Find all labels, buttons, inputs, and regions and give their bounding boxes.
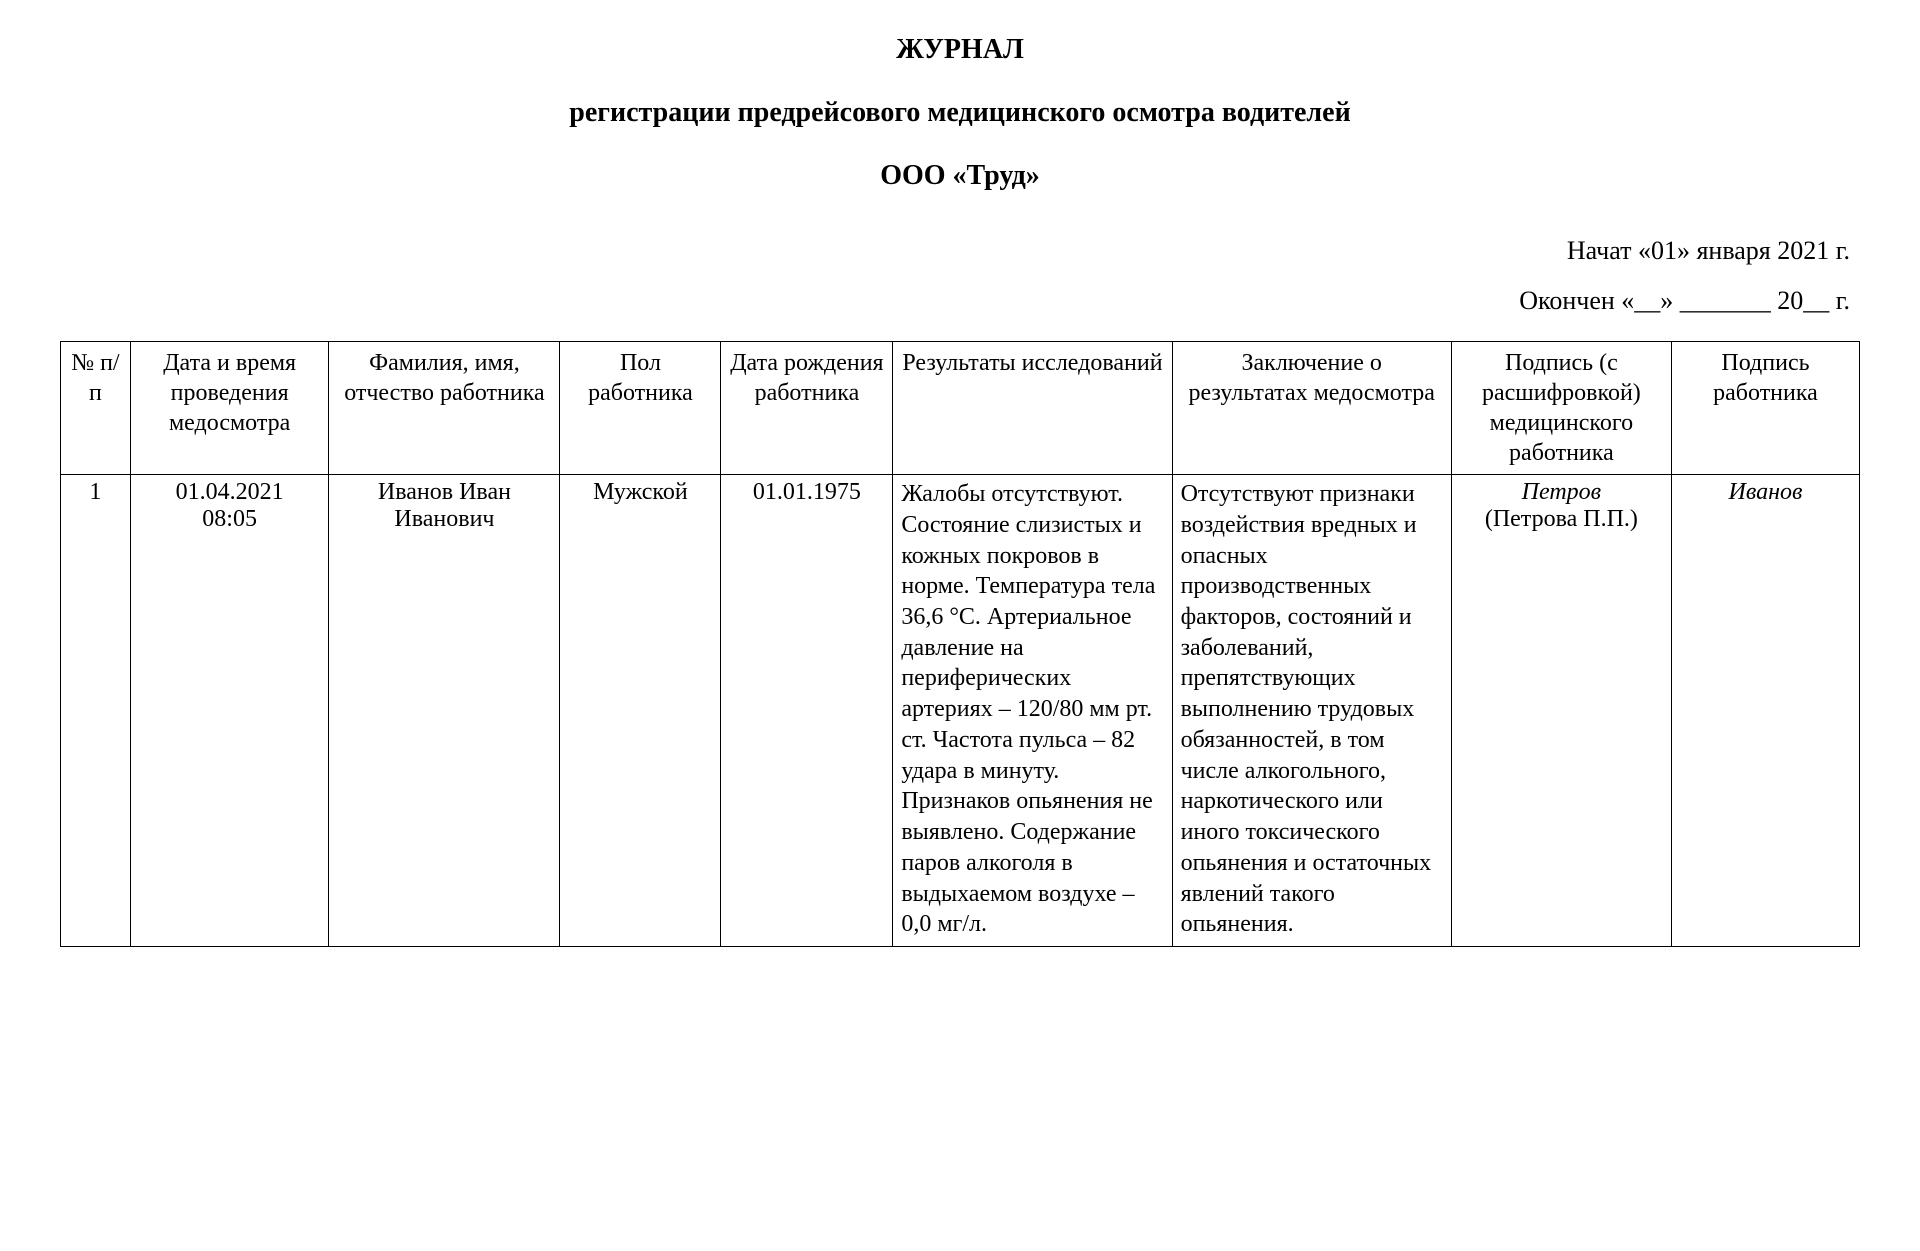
date-block: Начат «01» января 2021 г. Окончен «__» _… <box>60 226 1860 325</box>
col-header-num: № п/п <box>61 342 131 475</box>
table-body: 1 01.04.2021 08:05 Иванов Иван Иванович … <box>61 475 1860 947</box>
cell-sig-med: Петров (Петрова П.П.) <box>1451 475 1671 947</box>
cell-num: 1 <box>61 475 131 947</box>
col-header-datetime: Дата и время проведения медосмотра <box>130 342 329 475</box>
col-header-conclusion: Заключение о результатах медосмотра <box>1172 342 1451 475</box>
journal-table: № п/п Дата и время проведения медосмотра… <box>60 341 1860 947</box>
col-header-results: Результаты исследований <box>893 342 1172 475</box>
document-page: ЖУРНАЛ регистрации предрейсового медицин… <box>0 0 1920 987</box>
cell-conclusion: Отсутствуют признаки воздействия вредных… <box>1172 475 1451 947</box>
title-line-1: ЖУРНАЛ <box>60 28 1860 73</box>
col-header-fio: Фамилия, имя, отчество работника <box>329 342 560 475</box>
col-header-sig-emp: Подпись работника <box>1671 342 1859 475</box>
cell-time: 08:05 <box>202 506 257 532</box>
cell-dob: 01.01.1975 <box>721 475 893 947</box>
sig-med-name: Петров <box>1460 479 1663 506</box>
cell-sex: Мужской <box>560 475 721 947</box>
cell-datetime: 01.04.2021 08:05 <box>130 475 329 947</box>
cell-results: Жалобы отсутствуют. Состояние слизистых … <box>893 475 1172 947</box>
cell-fio: Иванов Иван Иванович <box>329 475 560 947</box>
col-header-sig-med: Подпись (с расшифровкой) медицинского ра… <box>1451 342 1671 475</box>
started-date: Начат «01» января 2021 г. <box>60 226 1850 275</box>
table-head: № п/п Дата и время проведения медосмотра… <box>61 342 1860 475</box>
col-header-dob: Дата рождения работника <box>721 342 893 475</box>
title-line-2: регистрации предрейсового медицинского о… <box>60 91 1860 136</box>
table-header-row: № п/п Дата и время проведения медосмотра… <box>61 342 1860 475</box>
col-header-sex: Пол работника <box>560 342 721 475</box>
cell-sig-emp: Иванов <box>1671 475 1859 947</box>
title-block: ЖУРНАЛ регистрации предрейсового медицин… <box>60 28 1860 198</box>
cell-date: 01.04.2021 <box>176 479 284 505</box>
sig-emp-name: Иванов <box>1680 479 1851 506</box>
sig-med-decryption: (Петрова П.П.) <box>1460 506 1663 533</box>
title-line-3: ООО «Труд» <box>60 154 1860 199</box>
finished-date: Окончен «__» _______ 20__ г. <box>60 276 1850 325</box>
table-row: 1 01.04.2021 08:05 Иванов Иван Иванович … <box>61 475 1860 947</box>
